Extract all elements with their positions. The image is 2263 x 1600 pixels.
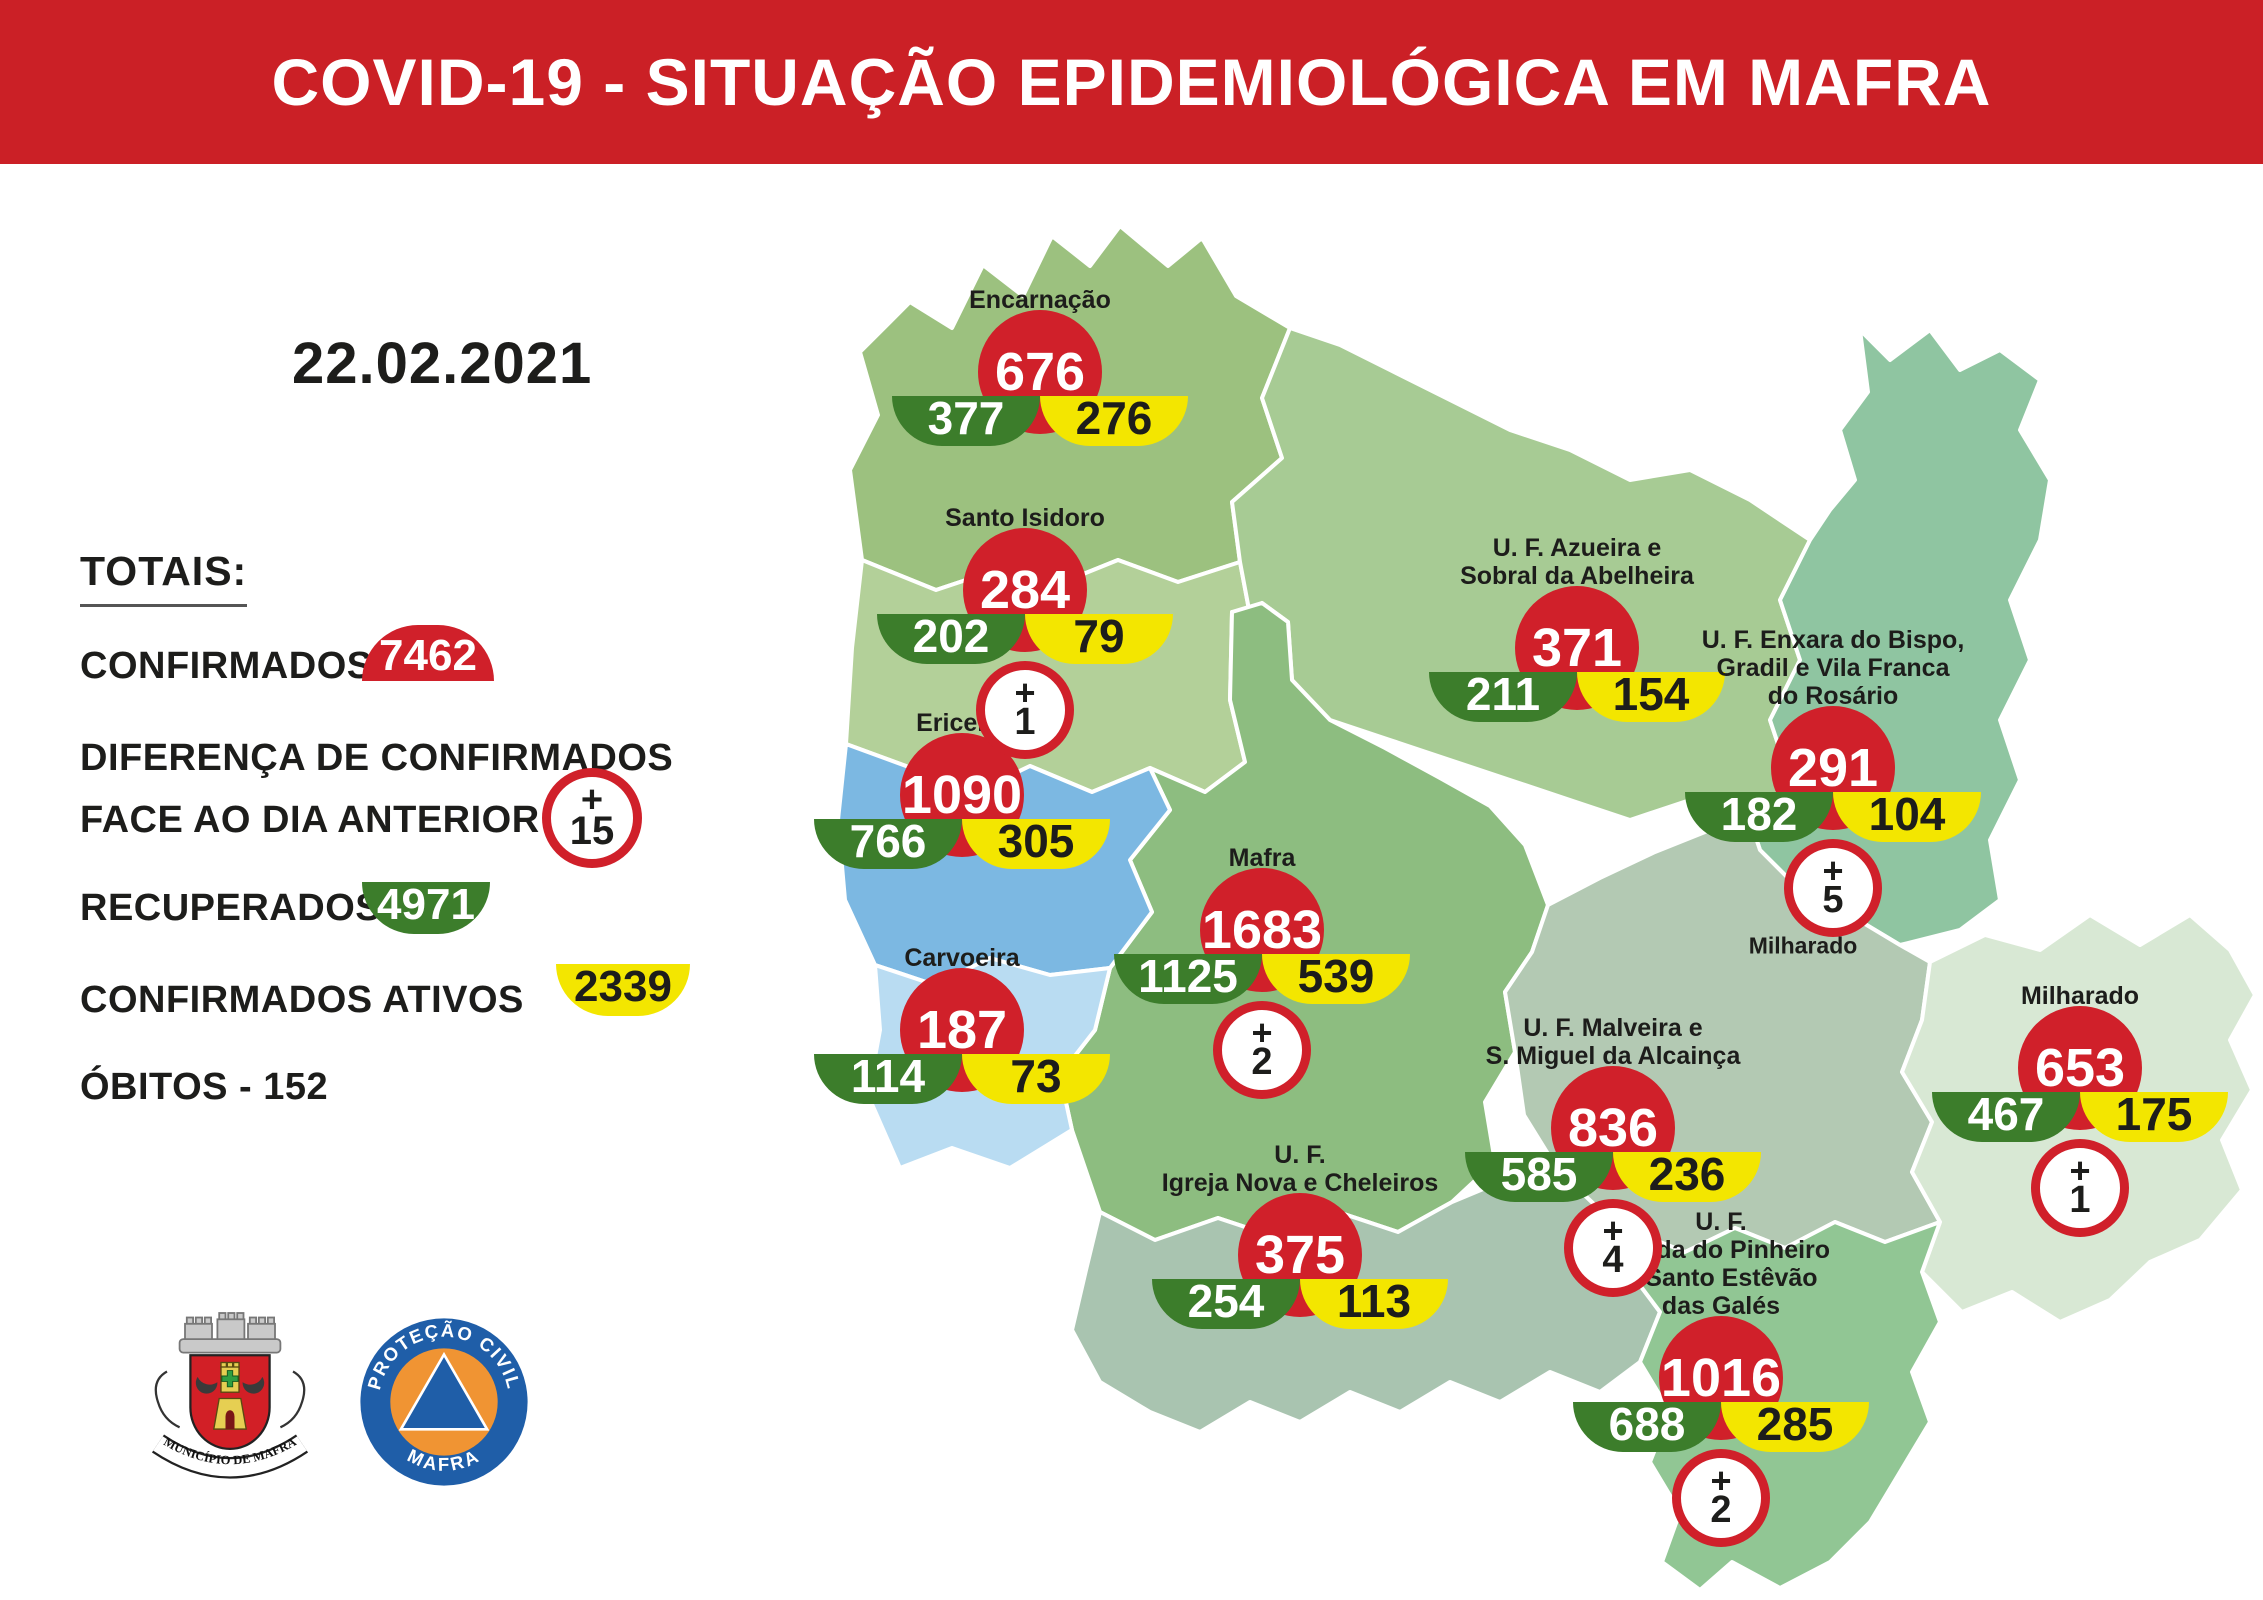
plus-sign: + [2069, 1150, 2091, 1191]
plus-sign: + [580, 779, 604, 821]
recovered-badge: 254 [1152, 1278, 1300, 1329]
region-name-line: Milharado [2020, 982, 2140, 1010]
scroll-ribbon [154, 1370, 306, 1429]
difference-badge: +4 [1564, 1199, 1662, 1297]
active-badge: 276 [1040, 395, 1188, 446]
recovered-badge: 467 [1932, 1091, 2080, 1142]
difference-value: 2 [1710, 1489, 1732, 1531]
municipio-mafra-logo: MUNICÍPIO DE MAFRA [151, 1312, 309, 1479]
report-date: 22.02.2021 [292, 331, 593, 396]
recovered-badge: 688 [1573, 1401, 1721, 1452]
plus-sign: + [1602, 1210, 1624, 1251]
deaths-label: ÓBITOS - [80, 1066, 253, 1108]
difference-badge: +2 [1213, 1001, 1311, 1099]
map-label-milharado: Milharado [1748, 932, 1858, 959]
page-title: COVID-19 - SITUAÇÃO EPIDEMIOLÓGICA EM MA… [271, 45, 1992, 119]
region-name-line: do Rosário [1767, 682, 1899, 710]
region-name: U. F. Enxara do Bispo, Gradil e Vila Fran… [1702, 626, 1965, 710]
plus-sign: + [1710, 1460, 1732, 1501]
region-name-line: Santo Isidoro [945, 504, 1105, 532]
difference-label-line2: FACE AO DIA ANTERIOR [80, 799, 540, 841]
difference-badge: +1 [2031, 1139, 2129, 1237]
recovered-badge: 182 [1685, 791, 1833, 842]
difference-badge: +1 [976, 661, 1074, 759]
active-label: CONFIRMADOS ATIVOS [80, 979, 524, 1021]
active-badge: 154 [1577, 671, 1725, 722]
deaths-line: ÓBITOS - 152 [80, 1066, 328, 1109]
region-name: U. F. Azueira e Sobral da Abelheira [1460, 534, 1694, 590]
mural-crown-icon [178, 1312, 282, 1354]
recovered-label: RECUPERADOS [80, 887, 382, 929]
region-name-line: Mafra [1228, 844, 1296, 872]
region-name-line: Igreja Nova e Cheleiros [1161, 1169, 1439, 1197]
active-badge: 79 [1025, 613, 1173, 664]
difference-total-badge: + 15 [542, 768, 642, 868]
active-badge: 285 [1721, 1401, 1869, 1452]
region-name-line: Carvoeira [904, 944, 1020, 972]
difference-value: 15 [569, 809, 615, 853]
confirmed-label: CONFIRMADOS [80, 645, 373, 687]
recovered-badge: 114 [814, 1053, 962, 1104]
totals-heading: TOTAIS: [80, 548, 248, 607]
region-name: Santo Isidoro [945, 504, 1105, 532]
region-name: Carvoeira [904, 944, 1019, 972]
active-badge: 305 [962, 818, 1110, 869]
recovered-badge: 211 [1429, 671, 1577, 722]
recovered-badge: 1125 [1114, 953, 1262, 1004]
region-name-line: U. F. Malveira e [1523, 1014, 1703, 1042]
region-name-line: S. Miguel da Alcainça [1485, 1042, 1741, 1070]
active-badge: 539 [1262, 953, 1410, 1004]
recovered-badge: 585 [1465, 1151, 1613, 1202]
deaths-value: 152 [263, 1066, 329, 1108]
region-name: U. F. Malveira e S. Miguel da Alcainça [1486, 1014, 1741, 1070]
region-name-line: U. F. Azueira e [1492, 534, 1662, 562]
crescent-right-icon [242, 1376, 265, 1394]
active-badge: 113 [1300, 1278, 1448, 1329]
plus-sign: + [1822, 850, 1844, 891]
region-name: U. F. Igreja Nova e Cheleiros [1162, 1141, 1439, 1197]
difference-badge: +2 [1672, 1449, 1770, 1547]
tower-door [225, 1410, 235, 1430]
active-badge: 175 [2080, 1091, 2228, 1142]
region-name-line: U. F. Enxara do Bispo, [1701, 626, 1965, 654]
difference-value: 1 [2069, 1179, 2091, 1221]
recovered-badge: 377 [892, 395, 1040, 446]
region-name: Encarnação [969, 286, 1111, 314]
difference-badge: +5 [1784, 839, 1882, 937]
green-cross-icon [221, 1370, 239, 1388]
plus-sign: + [1251, 1012, 1273, 1053]
active-badge: 104 [1833, 791, 1981, 842]
region-name: Milharado [2021, 982, 2139, 1010]
header-banner: COVID-19 - SITUAÇÃO EPIDEMIOLÓGICA EM MA… [0, 0, 2263, 164]
recovered-badge: 202 [877, 613, 1025, 664]
difference-value: 1 [1014, 701, 1036, 743]
confirmed-badge: 653 [2018, 1006, 2142, 1130]
difference-value: 5 [1822, 879, 1844, 921]
active-badge: 236 [1613, 1151, 1761, 1202]
region-name: Mafra [1229, 844, 1296, 872]
region-name-line: Encarnação [969, 286, 1111, 314]
region-name-line: das Galés [1661, 1292, 1781, 1320]
region-name-line: U. F. [1274, 1141, 1326, 1169]
difference-value: 2 [1251, 1041, 1273, 1083]
pc-triangle-icon [398, 1351, 490, 1431]
difference-value: 4 [1602, 1239, 1624, 1281]
plus-sign: + [1014, 672, 1036, 713]
active-badge: 73 [962, 1053, 1110, 1104]
recovered-badge: 766 [814, 818, 962, 869]
protecao-civil-logo: PROTEÇÃO CIVIL MAFRA [356, 1314, 532, 1490]
crescent-left-icon [195, 1376, 218, 1394]
region-name-line: U. F. [1695, 1208, 1747, 1236]
region-name-line: Sobral da Abelheira [1460, 562, 1694, 590]
region-name-line: Gradil e Vila Franca [1716, 654, 1950, 682]
